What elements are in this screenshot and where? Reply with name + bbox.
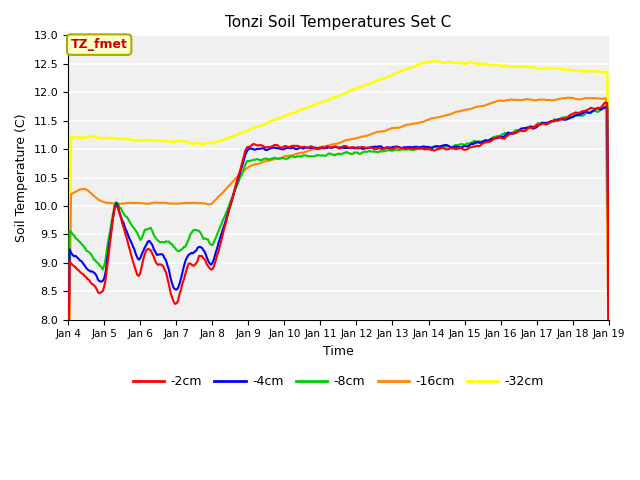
Y-axis label: Soil Temperature (C): Soil Temperature (C): [15, 113, 28, 242]
Legend: -2cm, -4cm, -8cm, -16cm, -32cm: -2cm, -4cm, -8cm, -16cm, -32cm: [128, 370, 549, 393]
Title: Tonzi Soil Temperatures Set C: Tonzi Soil Temperatures Set C: [225, 15, 451, 30]
X-axis label: Time: Time: [323, 345, 354, 358]
Text: TZ_fmet: TZ_fmet: [71, 38, 127, 51]
